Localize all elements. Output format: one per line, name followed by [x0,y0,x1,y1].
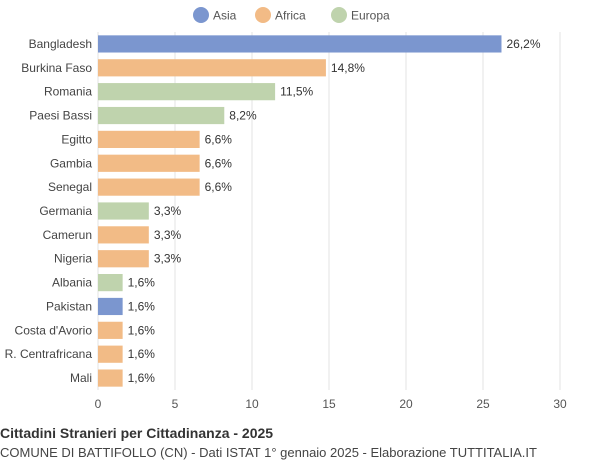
category-label: Egitto [61,132,92,146]
x-tick-label: 5 [172,397,179,411]
value-label: 1,6% [128,323,156,337]
category-label: Senegal [48,180,92,194]
bar-mali [98,369,123,387]
legend-label: Africa [275,9,306,23]
value-label: 1,6% [128,299,156,313]
category-label: Romania [44,85,92,99]
category-label: Camerun [43,228,92,242]
legend: Asia Africa Europa [193,7,390,23]
legend-item-africa: Africa [255,7,306,23]
value-label: 11,5% [280,85,313,99]
bar-senegal [98,178,200,196]
value-label: 6,6% [205,132,233,146]
value-label: 3,3% [154,204,182,218]
bar-r-centrafricana [98,345,123,363]
bar-burkina-faso [98,59,326,77]
x-tick-label: 30 [553,397,567,411]
value-label: 14,8% [331,61,365,75]
value-label: 3,3% [154,228,182,242]
legend-swatch [331,7,347,23]
category-label: Paesi Bassi [29,109,92,123]
value-label: 1,6% [128,371,156,385]
value-label: 6,6% [205,180,233,194]
bar-chart: 0 5 10 15 20 25 30 Bangladesh 26,2% Burkina Faso 1… [5,7,567,411]
legend-label: Europa [351,9,390,23]
category-label: Nigeria [54,252,92,266]
legend-item-asia: Asia [193,7,237,23]
legend-label: Asia [213,9,237,23]
x-tick-label: 0 [95,397,102,411]
category-label: Bangladesh [29,37,92,51]
category-label: Gambia [50,156,92,170]
category-label: Burkina Faso [21,61,92,75]
bar-pakistan [98,297,123,316]
bar-bangladesh [98,35,502,53]
bar-costa-d-avorio [98,321,123,339]
legend-swatch [255,7,271,23]
x-tick-label: 25 [476,397,490,411]
bar-romania [98,83,276,101]
x-tick-label: 15 [322,397,336,411]
value-label: 26,2% [506,37,540,51]
value-label: 1,6% [128,276,156,290]
value-label: 8,2% [229,109,257,123]
legend-swatch [193,7,209,23]
category-label: R. Centrafricana [5,347,93,361]
category-label: Albania [52,276,92,290]
bar-nigeria [98,250,149,268]
chart-title: Cittadini Stranieri per Cittadinanza - 2… [0,425,274,441]
category-label: Costa d'Avorio [15,323,93,337]
bar-paesi-bassi [98,106,225,125]
value-label: 1,6% [128,347,156,361]
value-label: 6,6% [205,156,233,170]
bars [98,35,502,387]
bar-gambia [98,154,200,172]
labels: 0 5 10 15 20 25 30 Bangladesh 26,2% Burkina Faso 1… [5,37,567,411]
legend-item-europa: Europa [331,7,390,23]
value-label: 3,3% [154,252,182,266]
category-label: Germania [39,204,92,218]
bar-germania [98,202,149,220]
category-label: Mali [70,371,92,385]
x-tick-label: 10 [245,397,259,411]
x-tick-label: 20 [399,397,413,411]
bar-camerun [98,226,149,244]
chart-subtitle: COMUNE DI BATTIFOLLO (CN) - Dati ISTAT 1… [0,445,537,460]
bar-albania [98,274,123,292]
category-label: Pakistan [46,299,92,313]
bar-egitto [98,130,200,148]
